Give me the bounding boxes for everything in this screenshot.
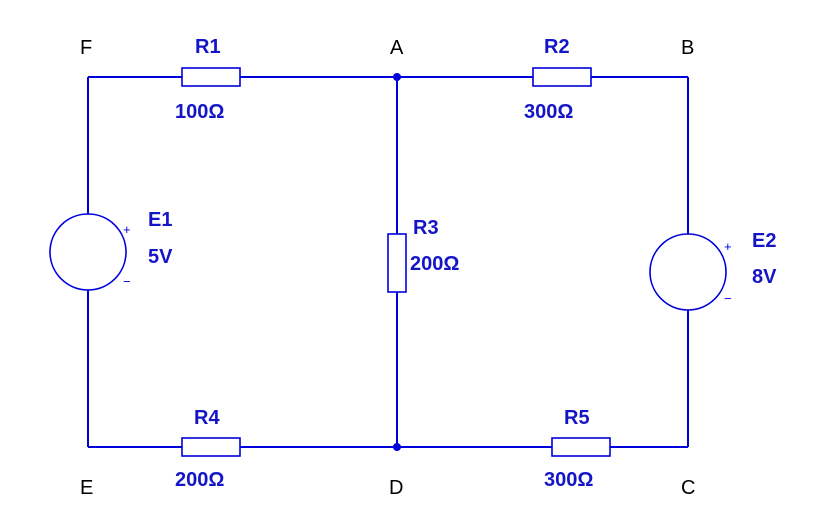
e2-name: E2 xyxy=(752,230,776,252)
voltage-source-e2 xyxy=(649,233,727,311)
e2-value: 8V xyxy=(752,266,777,288)
r4-value: 200Ω xyxy=(175,469,224,491)
node-label-f: F xyxy=(80,37,92,59)
junction-d xyxy=(393,443,401,451)
node-label-c: C xyxy=(681,477,695,499)
node-label-e: E xyxy=(80,477,93,499)
e2-minus-sign: − xyxy=(724,291,732,306)
r4-name: R4 xyxy=(194,407,220,429)
resistor-r1 xyxy=(181,67,241,87)
junction-a xyxy=(393,73,401,81)
r1-value: 100Ω xyxy=(175,101,224,123)
e2-plus-sign: + xyxy=(724,239,732,254)
r5-name: R5 xyxy=(564,407,590,429)
e1-plus-sign: + xyxy=(123,222,131,237)
resistor-r4 xyxy=(181,437,241,457)
node-label-b: B xyxy=(681,37,694,59)
e1-name: E1 xyxy=(148,209,172,231)
node-label-d: D xyxy=(389,477,403,499)
node-label-a: A xyxy=(390,37,404,59)
r3-value: 200Ω xyxy=(410,253,459,275)
r2-value: 300Ω xyxy=(524,101,573,123)
resistor-r2 xyxy=(532,67,592,87)
resistor-r3 xyxy=(387,233,407,293)
resistor-r5 xyxy=(551,437,611,457)
r3-name: R3 xyxy=(413,217,439,239)
e1-minus-sign: − xyxy=(123,274,131,289)
voltage-source-e1 xyxy=(49,213,127,291)
wires xyxy=(87,76,689,448)
r5-value: 300Ω xyxy=(544,469,593,491)
e1-value: 5V xyxy=(148,246,173,268)
r2-name: R2 xyxy=(544,36,570,58)
r1-name: R1 xyxy=(195,36,221,58)
